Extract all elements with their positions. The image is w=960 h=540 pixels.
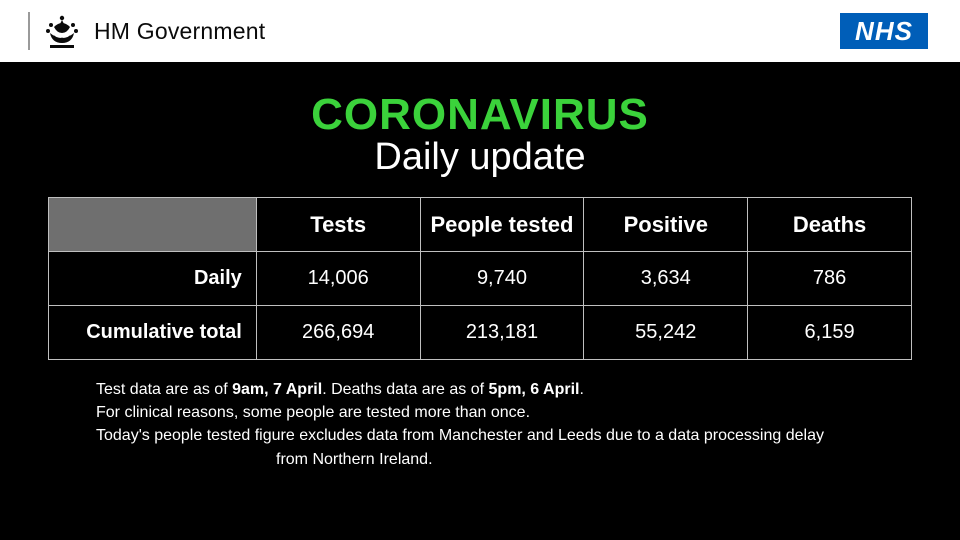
nhs-logo: NHS xyxy=(840,13,928,49)
cell-cum-people: 213,181 xyxy=(420,306,584,360)
table-row: Cumulative total 266,694 213,181 55,242 … xyxy=(49,306,912,360)
crown-crest-icon xyxy=(40,11,84,51)
table-header-row: Tests People tested Positive Deaths xyxy=(49,198,912,252)
table-corner-cell xyxy=(49,198,257,252)
footnote-line-1: Test data are as of 9am, 7 April. Deaths… xyxy=(96,378,912,401)
note-bold: 5pm, 6 April xyxy=(489,381,580,398)
note-text: . Deaths data are as of xyxy=(322,381,488,398)
cell-cum-deaths: 6,159 xyxy=(748,306,912,360)
header-bar: HM Government NHS xyxy=(0,0,960,62)
cell-daily-people: 9,740 xyxy=(420,252,584,306)
footnote-line-2: For clinical reasons, some people are te… xyxy=(96,401,912,424)
title-block: CORONAVIRUS Daily update xyxy=(48,90,912,179)
cell-cum-positive: 55,242 xyxy=(584,306,748,360)
row-label-daily: Daily xyxy=(49,252,257,306)
col-tests: Tests xyxy=(256,198,420,252)
gov-brand: HM Government xyxy=(28,11,265,51)
gov-label: HM Government xyxy=(94,18,265,45)
stats-table: Tests People tested Positive Deaths Dail… xyxy=(48,197,912,360)
cell-cum-tests: 266,694 xyxy=(256,306,420,360)
note-text: Test data are as of xyxy=(96,381,232,398)
note-text: . xyxy=(580,381,584,398)
row-label-cumulative: Cumulative total xyxy=(49,306,257,360)
cell-daily-tests: 14,006 xyxy=(256,252,420,306)
cell-daily-deaths: 786 xyxy=(748,252,912,306)
footnotes: Test data are as of 9am, 7 April. Deaths… xyxy=(96,378,912,471)
footnote-line-3: Today's people tested figure excludes da… xyxy=(96,424,912,447)
cell-daily-positive: 3,634 xyxy=(584,252,748,306)
title-sub: Daily update xyxy=(48,136,912,179)
col-positive: Positive xyxy=(584,198,748,252)
content-area: CORONAVIRUS Daily update Tests People te… xyxy=(0,62,960,471)
note-bold: 9am, 7 April xyxy=(232,381,322,398)
footnote-line-4: from Northern Ireland. xyxy=(276,448,912,471)
col-people-tested: People tested xyxy=(420,198,584,252)
col-deaths: Deaths xyxy=(748,198,912,252)
table-row: Daily 14,006 9,740 3,634 786 xyxy=(49,252,912,306)
gov-divider xyxy=(28,12,30,50)
title-main: CORONAVIRUS xyxy=(48,90,912,140)
